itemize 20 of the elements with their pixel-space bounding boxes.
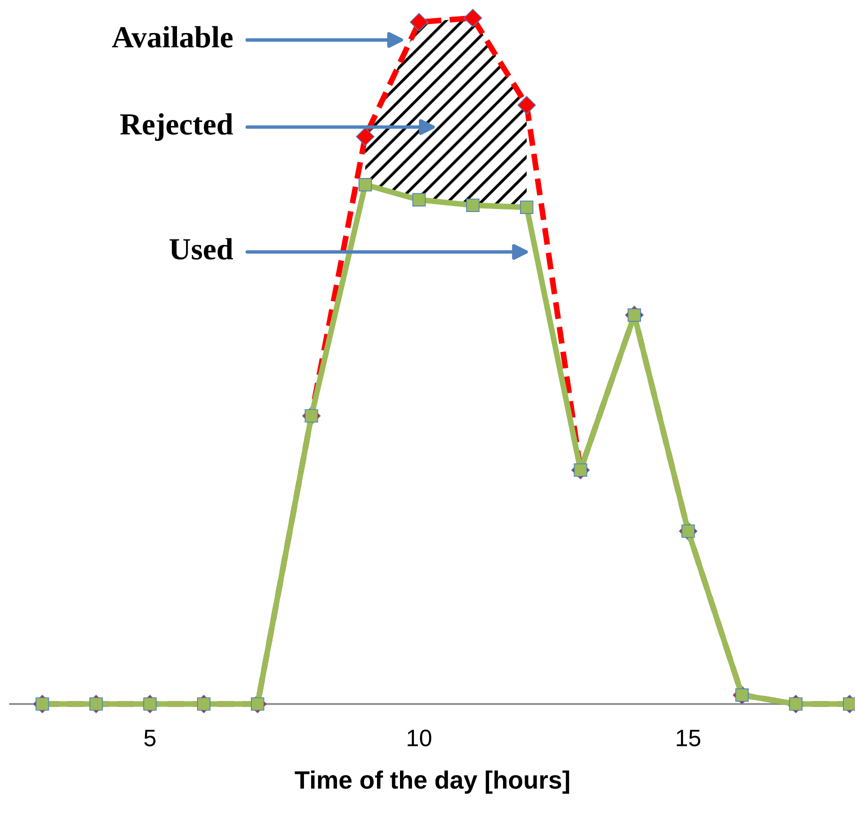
x-tick-label: 10	[408, 730, 432, 746]
x-tick-label: 15	[676, 730, 700, 746]
point	[358, 178, 372, 192]
x-axis-title: Time of the day [hours]	[294, 770, 570, 794]
point	[356, 127, 374, 146]
point	[842, 697, 855, 711]
point	[464, 8, 482, 28]
point	[89, 697, 103, 711]
point	[520, 200, 534, 214]
annotation: Rejected	[120, 113, 234, 141]
point	[466, 198, 480, 212]
point	[143, 697, 157, 711]
annotation: Used	[170, 238, 234, 260]
point	[410, 12, 428, 32]
x-tick-label: 5	[144, 730, 156, 746]
point	[412, 193, 426, 206]
point	[197, 697, 210, 711]
point	[517, 96, 536, 114]
annotation: Available	[112, 26, 233, 48]
point	[628, 308, 641, 322]
